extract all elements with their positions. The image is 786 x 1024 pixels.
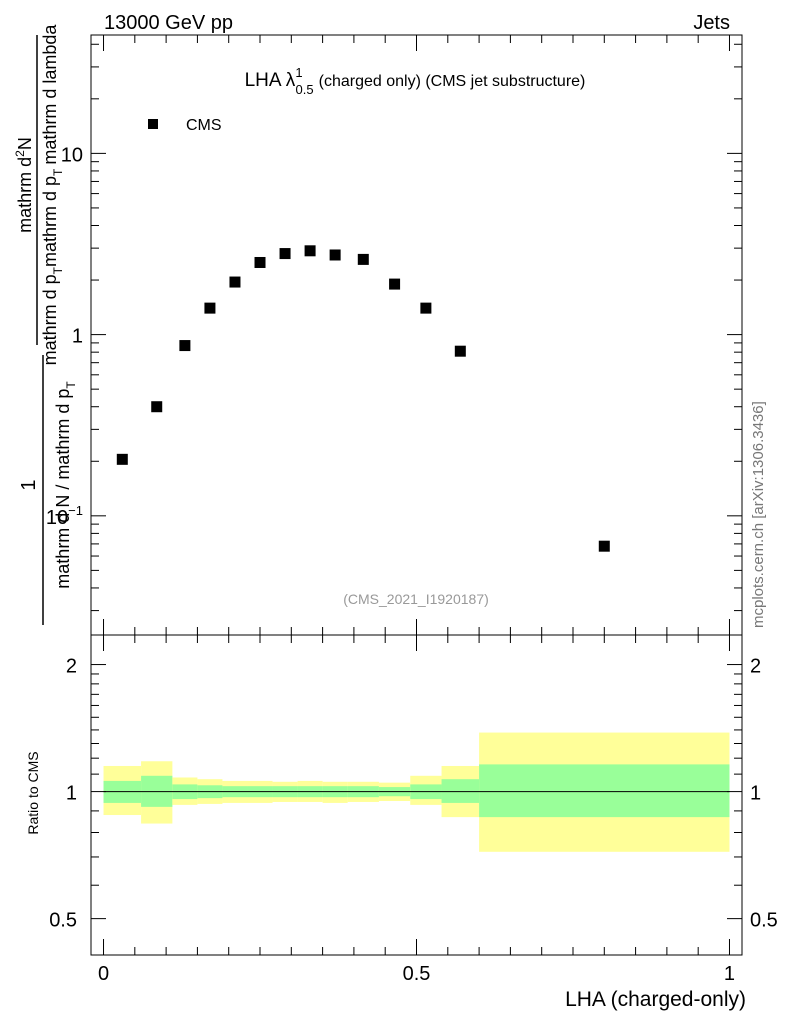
ratio-y-tick-label-right-0: 2 (750, 656, 761, 678)
data-point-6 (279, 248, 291, 260)
mcplots-side-label: mcplots.cern.ch [arXiv:1306.3436] (750, 401, 767, 628)
x-axis-ticks: 0 0.5 1 (98, 35, 735, 985)
data-point-3 (204, 302, 216, 314)
main-y-tick-label-0: 10 (61, 144, 83, 166)
data-point-12 (454, 345, 466, 357)
ratio-y-tick-label-left-0: 2 (66, 656, 77, 678)
main-y-axis-label: 1 mathrm d N / mathrm d pT mathrm d2N ma… (13, 24, 78, 625)
ratio-y-tick-label-left-2: 0.5 (49, 910, 77, 932)
data-point-5 (254, 256, 266, 268)
data-point-9 (357, 253, 369, 265)
main-y-tick-label-2: 10−1 (46, 503, 83, 529)
ratio-y-tick-label-right-2: 0.5 (750, 910, 778, 932)
data-point-7 (304, 245, 316, 257)
data-point-4 (229, 276, 241, 288)
header-process: Jets (693, 12, 730, 34)
main-y-tick-label-1: 1 (72, 326, 83, 348)
ratio-inner-band-13 (479, 764, 730, 818)
legend-marker (148, 119, 158, 129)
ratio-axis-ticks: 2 2 1 1 0.5 0.5 (49, 656, 778, 932)
ylabel-denominator: mathrm d N / mathrm d pT (53, 381, 78, 589)
ratio-y-axis-label: Ratio to CMS (25, 751, 41, 834)
ylabel-numerator: 1 (18, 479, 40, 490)
x-tick-label-2: 1 (724, 963, 735, 985)
data-point-13 (598, 540, 610, 552)
header-energy: 13000 GeV pp (104, 12, 233, 34)
ratio-inner-band-12 (441, 779, 480, 803)
analysis-id: (CMS_2021_I1920187) (343, 591, 489, 607)
x-tick-label-1: 0.5 (403, 963, 431, 985)
data-point-11 (420, 302, 432, 314)
data-point-0 (116, 453, 128, 465)
data-point-1 (151, 401, 163, 413)
ylabel-right-numerator: mathrm d2N (13, 137, 35, 233)
ylabel-right-denominator: mathrm d pTmathrm d pTmathrm d lambda (40, 24, 65, 366)
ratio-bands (103, 732, 730, 852)
legend-label: CMS (186, 117, 222, 134)
cms-data-markers (116, 245, 610, 552)
ratio-y-tick-label-left-1: 1 (66, 783, 77, 805)
main-y-axis-ticks: 10 1 10−1 (46, 43, 742, 612)
ratio-y-tick-label-right-1: 1 (750, 783, 761, 805)
x-axis-label: LHA (charged-only) (565, 988, 746, 1011)
data-point-2 (179, 340, 191, 352)
x-tick-label-0: 0 (98, 963, 109, 985)
plot-title: LHA λ1 0.5 (charged only) (CMS jet substru… (245, 65, 586, 97)
data-point-10 (389, 278, 401, 290)
data-point-8 (329, 249, 341, 261)
